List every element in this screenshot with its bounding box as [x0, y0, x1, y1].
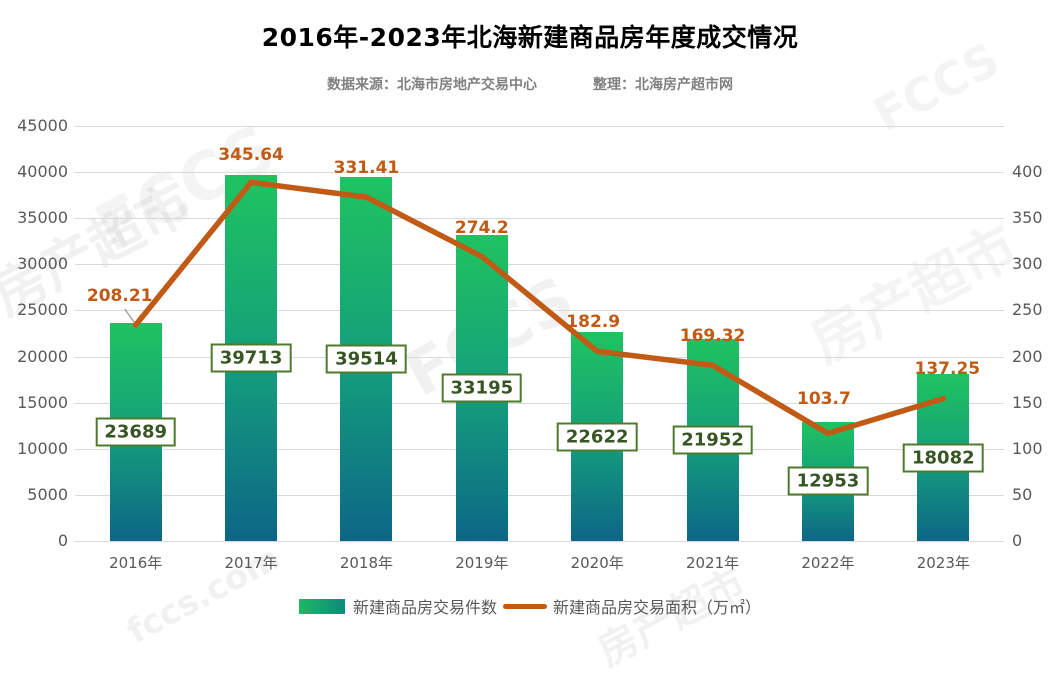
left-axis-tick: 45000: [17, 116, 68, 135]
legend-bar-label: 新建商品房交易件数: [352, 598, 497, 617]
legend-line-swatch-icon: [503, 603, 547, 609]
x-axis-label: 2021年: [685, 554, 740, 572]
left-axis-tick: 30000: [17, 254, 68, 274]
x-axis-label: 2020年: [570, 554, 624, 572]
line-value-label: 208.21: [86, 285, 153, 306]
chart-canvas: 房产超市 FCCS FCCS 房产超市 fccs.com 房产超市 FCCS 2…: [0, 23, 1060, 676]
line-series-svg: [124, 179, 947, 437]
left-axis-tick: 25000: [17, 300, 68, 320]
line-value-label: 345.64: [218, 145, 284, 166]
legend-bar-swatch-icon: [298, 598, 345, 614]
left-axis-tick: 20000: [17, 346, 68, 366]
left-axis-tick: 0: [57, 531, 68, 550]
legend: 新建商品房交易件数 新建商品房交易面积（万㎡）: [0, 594, 1060, 618]
bar-value-label: 21952: [672, 425, 753, 455]
line-value-label: 182.9: [566, 312, 621, 333]
chart-subtitle: 数据来源：北海市房地产交易中心 整理：北海房产超市网: [0, 74, 1060, 94]
line-value-label: 331.41: [333, 158, 400, 179]
editor-label: 整理：北海房产超市网: [593, 77, 733, 93]
x-axis-label: 2016年: [109, 554, 163, 572]
bar-value-label: 39713: [210, 343, 292, 373]
gridline: [75, 218, 1004, 220]
bar-value-label: 23689: [95, 417, 176, 447]
bar-value-label: 12953: [787, 466, 869, 496]
right-axis-tick: 0: [1012, 531, 1023, 550]
right-axis-tick: 300: [1012, 254, 1043, 274]
right-axis-tick: 350: [1012, 208, 1043, 228]
right-axis-tick: 250: [1012, 300, 1043, 320]
x-axis-label: 2022年: [801, 554, 855, 572]
left-axis-tick: 10000: [17, 438, 68, 458]
x-axis-label: 2023年: [916, 554, 970, 572]
gridline: [75, 264, 1004, 266]
left-axis-tick: 15000: [17, 392, 68, 412]
bar-value-label: 18082: [903, 443, 984, 473]
right-axis-tick: 150: [1012, 392, 1043, 412]
chart-title: 2016年-2023年北海新建商品房年度成交情况: [261, 23, 799, 52]
watermark-text: 房产超市: [800, 213, 1029, 377]
right-axis-tick: 100: [1012, 438, 1043, 458]
bar-value-label: 33195: [441, 373, 523, 403]
left-axis-tick: 40000: [17, 162, 68, 182]
gridline: [75, 494, 1004, 496]
line-value-label: 137.25: [914, 358, 981, 379]
bar-value-label: 39514: [326, 344, 407, 374]
gridline: [75, 172, 1004, 174]
left-axis-tick: 35000: [17, 208, 68, 228]
right-axis-tick: 200: [1012, 346, 1043, 366]
left-axis-tick: 5000: [27, 484, 68, 504]
right-axis-tick: 400: [1012, 162, 1043, 182]
legend-line-label: 新建商品房交易面积（万㎡）: [553, 598, 762, 617]
data-source-label: 数据来源：北海市房地产交易中心: [327, 77, 537, 93]
gridline: [75, 448, 1004, 450]
gridline: [75, 402, 1004, 404]
x-axis-label: 2017年: [224, 554, 278, 572]
line-value-label: 103.7: [797, 389, 851, 410]
line-value-label: 274.2: [454, 217, 509, 238]
gridline: [75, 541, 1004, 542]
gridline: [75, 126, 1004, 127]
gridline: [75, 310, 1004, 312]
x-axis-label: 2019年: [455, 554, 509, 572]
bar-value-label: 22622: [556, 422, 638, 452]
line-value-label: 169.32: [679, 326, 746, 347]
right-axis-tick: 50: [1012, 484, 1033, 504]
x-axis-label: 2018年: [339, 554, 394, 572]
